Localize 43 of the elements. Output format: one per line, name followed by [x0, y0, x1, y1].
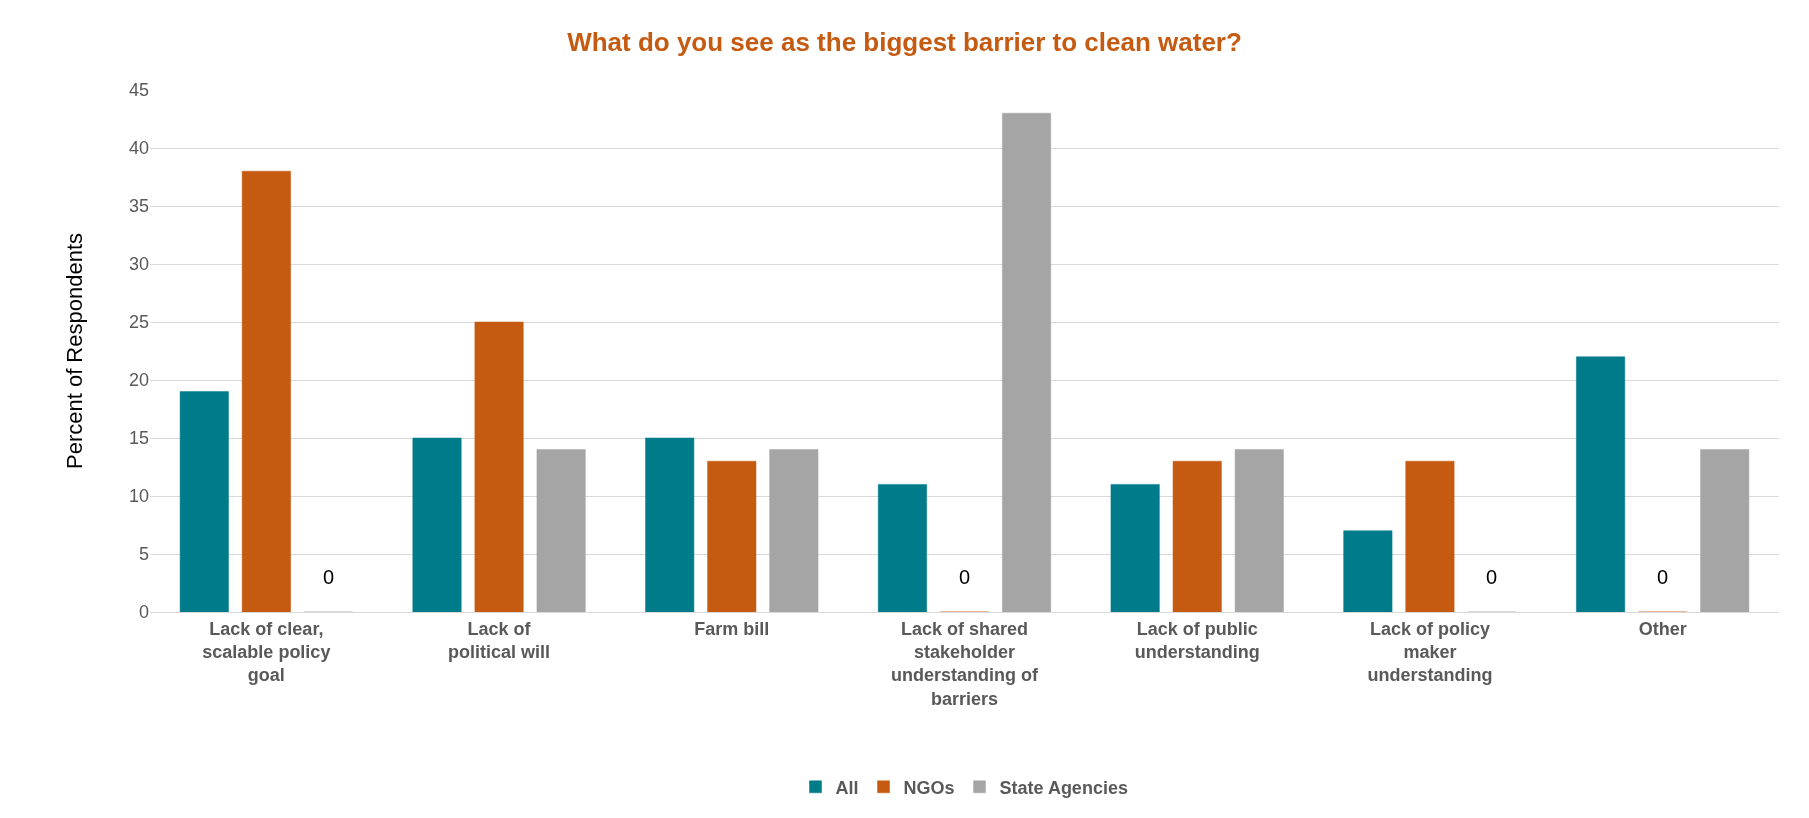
bar	[1234, 449, 1284, 612]
bar	[1700, 449, 1750, 612]
y-tick-label: 40	[128, 138, 149, 159]
y-tick-label: 0	[138, 602, 149, 623]
data-label: 0	[959, 566, 971, 588]
x-tick-label: Other	[1638, 618, 1687, 639]
bar	[707, 460, 757, 612]
y-tick-label: 25	[128, 312, 149, 333]
y-tick-label: 20	[128, 370, 149, 391]
bar	[1405, 460, 1455, 612]
legend-label: NGOs	[903, 777, 955, 798]
y-tick-label: 45	[128, 80, 149, 101]
bar	[1172, 460, 1222, 612]
y-axis-title: Percent of Respondents	[61, 232, 87, 470]
x-tick-label: Farm bill	[694, 618, 770, 639]
x-tick-label: Lack of policy maker understanding	[1367, 618, 1493, 686]
y-tick-label: 15	[128, 428, 149, 449]
data-label: 0	[323, 566, 335, 588]
bar	[536, 449, 586, 612]
y-tick-label: 10	[128, 486, 149, 507]
data-label: 0	[1657, 566, 1669, 588]
bar	[241, 170, 291, 612]
bar	[769, 449, 819, 612]
y-tick-label: 35	[128, 196, 149, 217]
bar	[1576, 356, 1626, 612]
bar	[1343, 530, 1393, 612]
bar	[877, 484, 927, 612]
bar	[1002, 112, 1052, 612]
legend-label: All	[835, 777, 859, 798]
x-tick-label: Lack of political will	[448, 618, 551, 662]
bar	[179, 391, 229, 612]
legend-label: State Agencies	[999, 777, 1128, 798]
bar	[645, 437, 695, 612]
chart-title: What do you see as the biggest barrier to clean water?	[567, 26, 1242, 57]
x-tick-label: Lack of public understanding	[1134, 618, 1260, 662]
x-tick-label: Lack of shared stakeholder understanding of barriers	[891, 618, 1039, 709]
x-tick-label: Lack of clear, scalable policy goal	[202, 618, 331, 686]
data-label: 0	[1486, 566, 1498, 588]
y-tick-label: 30	[128, 254, 149, 275]
bar	[1110, 484, 1160, 612]
y-tick-label: 5	[138, 544, 149, 565]
bar	[412, 437, 462, 612]
bar	[474, 321, 524, 612]
